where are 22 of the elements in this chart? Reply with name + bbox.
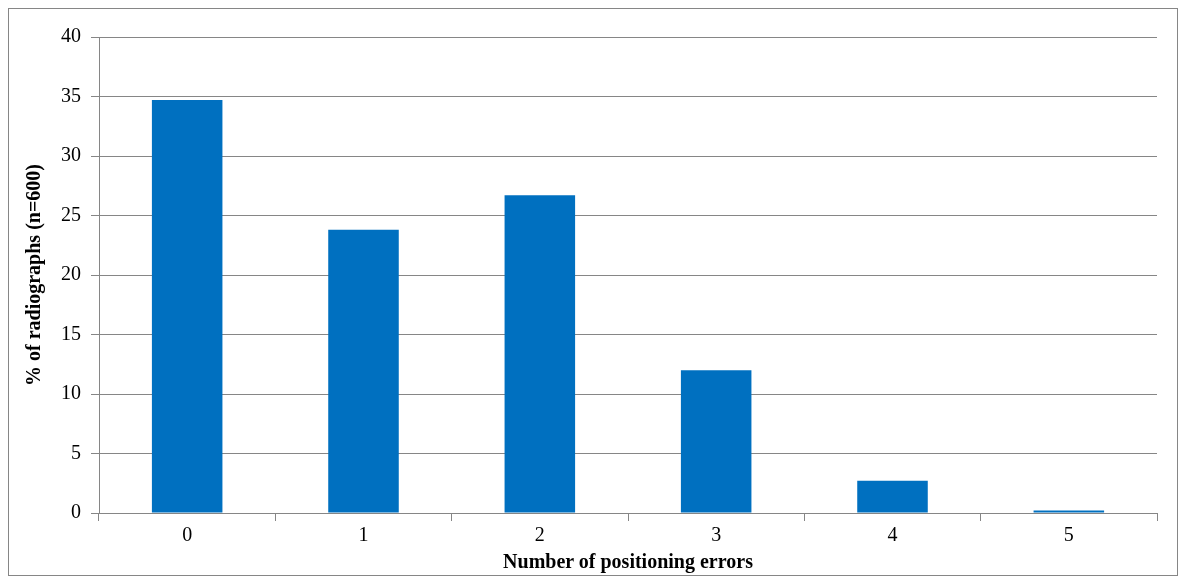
y-tick-label: 25	[61, 202, 81, 225]
y-tick-label: 0	[71, 500, 81, 523]
bar	[680, 370, 752, 513]
y-tick-label: 30	[61, 143, 81, 166]
y-tick-label: 5	[71, 440, 81, 463]
y-tick-label: 15	[61, 321, 81, 344]
y-axis-title: % of radiographs (n=600)	[22, 164, 46, 386]
bar	[328, 229, 399, 513]
bar	[504, 195, 576, 513]
x-tick-label: 2	[534, 523, 545, 546]
x-tick-label: 1	[358, 523, 369, 546]
bar	[151, 100, 223, 513]
y-tick-label: 10	[61, 381, 81, 404]
y-tick-label: 20	[61, 262, 81, 285]
x-tick-label: 5	[1063, 523, 1074, 546]
bar	[857, 480, 928, 513]
y-tick-label: 35	[61, 83, 81, 106]
y-tick-label: 40	[61, 24, 81, 47]
x-axis-title: Number of positioning errors	[503, 550, 754, 574]
x-tick-label: 3	[711, 523, 722, 546]
x-tick-label: 0	[182, 523, 193, 546]
x-tick-label: 4	[887, 523, 898, 546]
